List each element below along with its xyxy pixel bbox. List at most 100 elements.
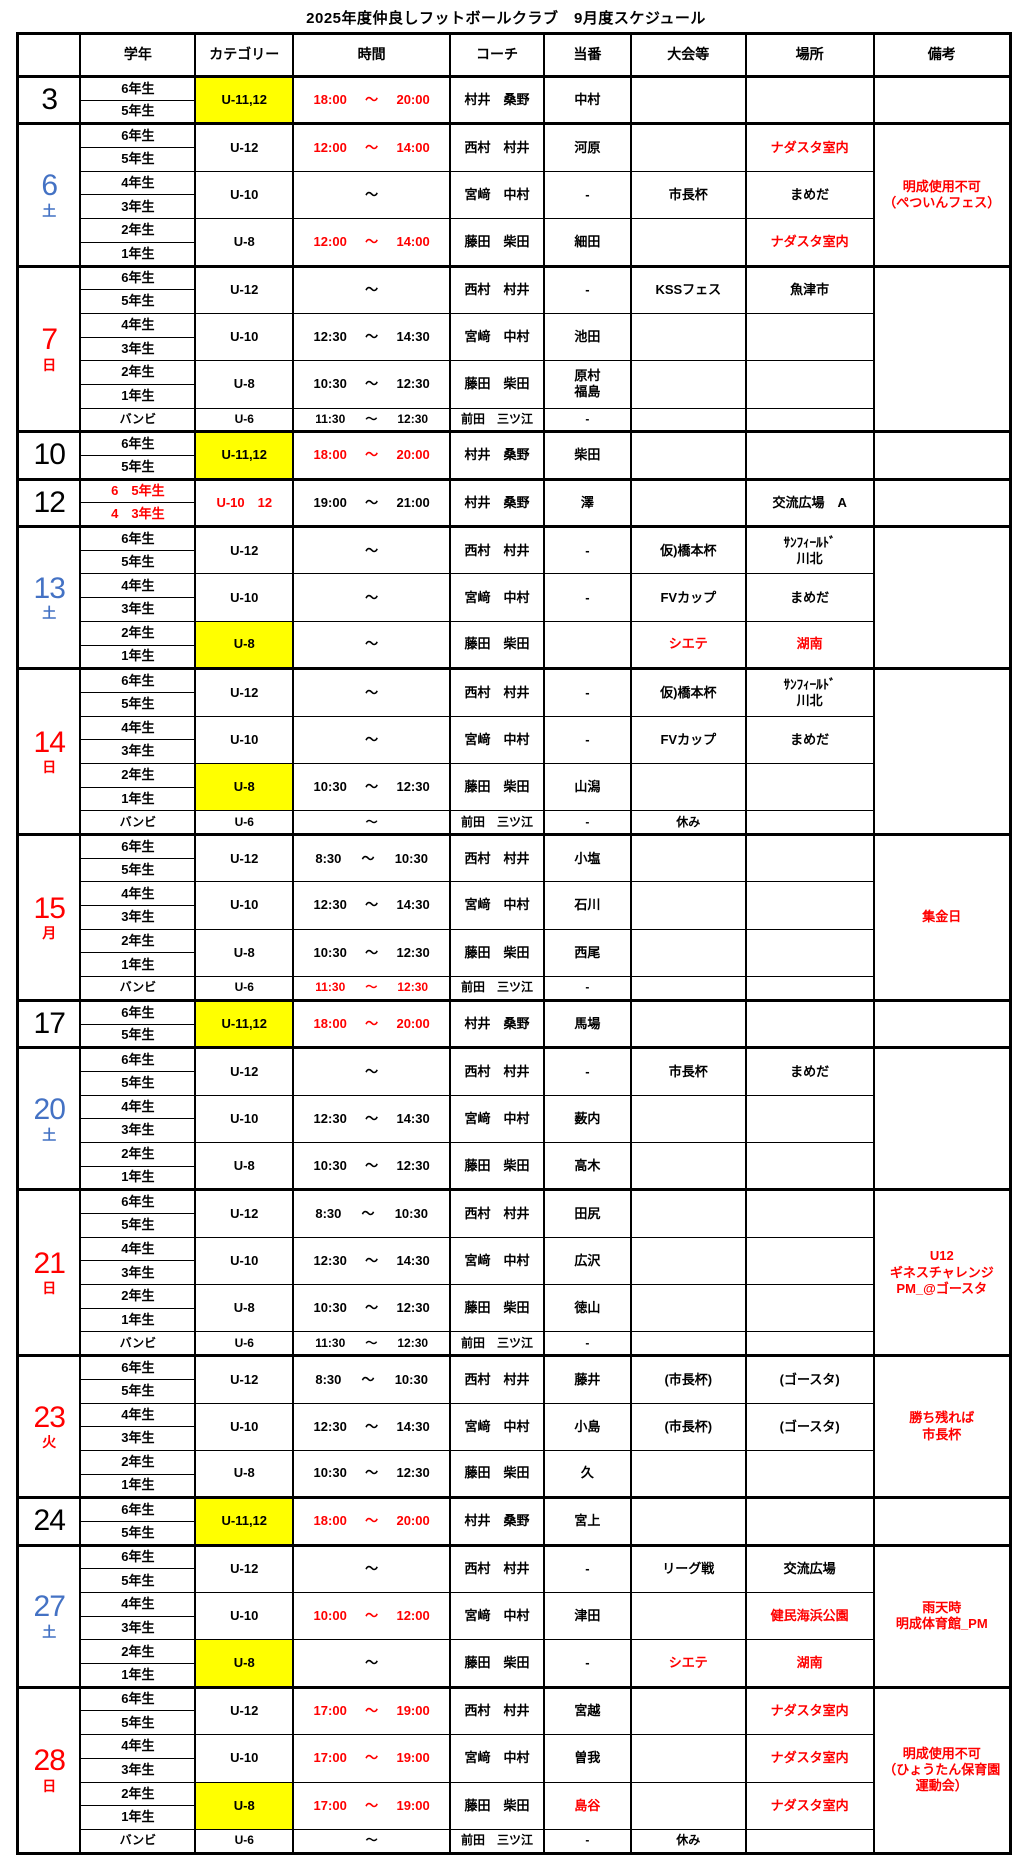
time-separator: ～ bbox=[365, 1561, 379, 1577]
event-cell bbox=[629, 1734, 747, 1783]
time-end: 21:00 bbox=[396, 494, 430, 510]
grade-cell: 4年生 bbox=[79, 1402, 197, 1428]
grade-cell: 6年生 bbox=[79, 430, 197, 456]
category-cell: U-8 bbox=[194, 1284, 295, 1333]
category-cell: U-8 bbox=[194, 360, 295, 409]
time-range: 8:30 ～ 10:30 bbox=[295, 1372, 448, 1388]
time-range: 17:00 ～ 19:00 bbox=[295, 1798, 448, 1814]
time-separator: ～ bbox=[365, 282, 379, 298]
category-cell: U-8 bbox=[194, 1781, 295, 1830]
time-start: 12:30 bbox=[313, 1110, 347, 1126]
grade-cell: 6年生 bbox=[79, 264, 197, 291]
time-start: 19:00 bbox=[313, 494, 347, 510]
place-cell: まめだ bbox=[744, 1046, 875, 1096]
time-start: 10:30 bbox=[313, 1465, 347, 1481]
duty-cell: - bbox=[542, 525, 632, 575]
place-cell bbox=[744, 998, 875, 1050]
time-cell: 12:30 ～ 14:30 bbox=[292, 312, 452, 362]
remark-cell bbox=[872, 74, 1012, 126]
table-row: 1年生 bbox=[18, 644, 1011, 671]
time-cell: ～ bbox=[292, 810, 452, 836]
time-end: 12:30 bbox=[397, 411, 429, 426]
time-range: 12:30 ～ 14:30 bbox=[295, 1111, 448, 1127]
category-cell: U-11,12 bbox=[194, 998, 295, 1050]
grade-cell: バンビ bbox=[79, 1331, 197, 1358]
coach-cell: 前田 三ツ江 bbox=[449, 1828, 545, 1855]
remark-cell bbox=[872, 998, 1012, 1050]
time-range: 17:00 ～ 19:00 bbox=[295, 1703, 448, 1719]
place-cell: 魚津市 bbox=[744, 264, 875, 314]
place-cell bbox=[744, 1188, 875, 1238]
table-row: 5年生 bbox=[18, 147, 1011, 172]
event-cell bbox=[629, 881, 747, 930]
place-cell bbox=[744, 312, 875, 362]
table-row: 27 土 6年生 U-12 ～西村 村井 - リーグ戦 交流広場 雨天時 明成体育館_PM bbox=[16, 1543, 1012, 1689]
time-separator: ～ bbox=[365, 636, 379, 652]
grade-cell: 6 5年生 bbox=[79, 477, 197, 504]
time-cell: 10:30 ～ 12:30 bbox=[292, 1284, 452, 1333]
remark-cell bbox=[872, 1496, 1012, 1547]
duty-cell: 細田 bbox=[542, 218, 632, 268]
coach-cell: 西村 村井 bbox=[449, 832, 545, 883]
duty-cell: 山潟 bbox=[542, 762, 632, 812]
header-row: 学年 カテゴリー 時間 コーチ 当番 大会等 場所 備考 bbox=[16, 32, 1012, 78]
category-cell: U-12 bbox=[194, 1685, 295, 1736]
time-range: 18:00 ～ 20:00 bbox=[295, 92, 448, 108]
date-number: 27 bbox=[33, 1590, 66, 1624]
time-range: ～ bbox=[295, 1833, 448, 1848]
table-row: 2年生 U-8 10:30 ～ 12:30 藤田 柴田 原村 福島 bbox=[18, 360, 1011, 409]
time-range: 12:00 ～ 14:00 bbox=[295, 234, 448, 250]
category-cell: U-8 bbox=[194, 1141, 295, 1192]
event-cell: 市長杯 bbox=[629, 170, 747, 220]
table-row: 4年生 U-10 ～ 宮﨑 中村 - FVカップ まめだ bbox=[18, 573, 1011, 622]
grade-cell: 2年生 bbox=[79, 620, 197, 646]
grade-cell: 4年生 bbox=[79, 312, 197, 338]
place-cell: ｻﾝﾌｨｰﾙﾄﾞ 川北 bbox=[744, 667, 875, 717]
time-start: 12:30 bbox=[313, 897, 347, 913]
time-start: 10:30 bbox=[313, 376, 347, 392]
time-end: 12:30 bbox=[396, 376, 430, 392]
table-row: 4年生 U-10 12:30 ～ 14:30 宮﨑 中村 薮内 bbox=[18, 1094, 1011, 1143]
coach-cell: 村井 桑野 bbox=[449, 1496, 545, 1547]
time-separator: ～ bbox=[365, 779, 379, 794]
event-cell bbox=[629, 1781, 747, 1830]
time-cell: ～ bbox=[292, 1828, 452, 1855]
coach-cell: 宮﨑 中村 bbox=[449, 715, 545, 764]
time-range: 10:30 ～ 12:30 bbox=[295, 945, 448, 961]
place-cell bbox=[744, 1094, 875, 1143]
table-row: 4年生 U-10 10:00 ～ 12:00 宮﨑 中村 津田 健民海浜公園 bbox=[18, 1591, 1011, 1641]
table-row: 4 3年生 bbox=[18, 502, 1011, 529]
time-cell: 10:30 ～ 12:30 bbox=[292, 360, 452, 409]
time-end: 12:00 bbox=[396, 1608, 430, 1624]
event-cell bbox=[629, 832, 747, 883]
time-range: 18:00 ～ 20:00 bbox=[295, 1513, 448, 1529]
grade-cell: 3年生 bbox=[79, 1118, 197, 1143]
grade-cell: 4年生 bbox=[79, 573, 197, 599]
time-cell: ～ bbox=[292, 1046, 452, 1096]
coach-cell: 藤田 柴田 bbox=[449, 360, 545, 409]
category-cell: U-8 bbox=[194, 1449, 295, 1500]
table-row: 4年生 U-10 17:00 ～ 19:00 宮﨑 中村 曽我 ナダスタ室内 bbox=[18, 1734, 1011, 1783]
time-cell: 11:30 ～ 12:30 bbox=[292, 976, 452, 1002]
category-cell: U-10 bbox=[194, 170, 295, 220]
time-separator: ～ bbox=[365, 1513, 379, 1529]
table-row: 3年生 bbox=[18, 336, 1011, 362]
place-cell bbox=[744, 881, 875, 930]
table-row: 2年生 U-8 10:30 ～ 12:30 藤田 柴田 西尾 bbox=[18, 928, 1011, 978]
duty-cell: - bbox=[542, 715, 632, 764]
event-cell bbox=[629, 360, 747, 409]
date-cell: 27 土 bbox=[16, 1543, 82, 1689]
duty-cell: - bbox=[542, 264, 632, 314]
event-cell: 休み bbox=[629, 1828, 747, 1855]
time-range: 11:30 ～ 12:30 bbox=[295, 980, 448, 995]
date-number: 21 bbox=[33, 1246, 66, 1280]
table-row: 2年生 U-8 ～ 藤田 柴田 シエテ 湖南 bbox=[18, 620, 1011, 671]
time-range: ～ bbox=[295, 187, 448, 203]
table-row: 4年生 U-10 ～ 宮﨑 中村 - 市長杯 まめだ bbox=[18, 170, 1011, 220]
grade-cell: 2年生 bbox=[79, 1284, 197, 1309]
time-cell: 18:00 ～ 20:00 bbox=[292, 998, 452, 1050]
coach-cell: 西村 村井 bbox=[449, 122, 545, 172]
grade-cell: 6年生 bbox=[79, 667, 197, 693]
duty-cell: - bbox=[542, 976, 632, 1002]
time-end: 14:00 bbox=[396, 139, 430, 155]
